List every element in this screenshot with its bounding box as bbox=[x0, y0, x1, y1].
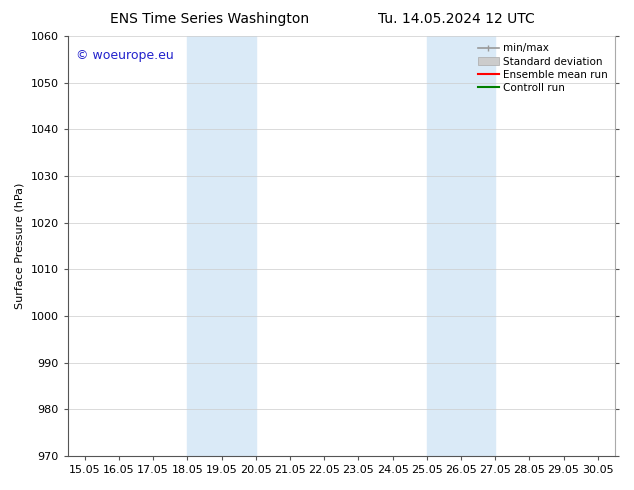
Text: ENS Time Series Washington: ENS Time Series Washington bbox=[110, 12, 309, 26]
Bar bbox=[188, 36, 256, 456]
Title: ENS Time Series Washington        Tu. 14.05.2024 12 UTC: ENS Time Series Washington Tu. 14.05.202… bbox=[0, 489, 1, 490]
Legend: min/max, Standard deviation, Ensemble mean run, Controll run: min/max, Standard deviation, Ensemble me… bbox=[476, 41, 610, 95]
Text: Tu. 14.05.2024 12 UTC: Tu. 14.05.2024 12 UTC bbox=[378, 12, 535, 26]
Y-axis label: Surface Pressure (hPa): Surface Pressure (hPa) bbox=[15, 183, 25, 309]
Text: © woeurope.eu: © woeurope.eu bbox=[76, 49, 174, 62]
Bar bbox=[427, 36, 495, 456]
